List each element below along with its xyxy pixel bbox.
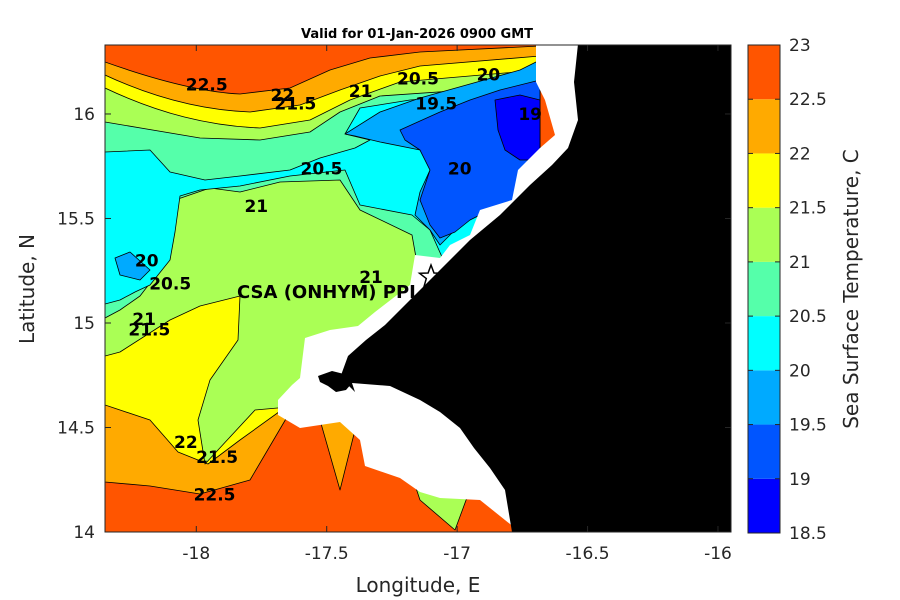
site-label: CSA (ONHYM) PPL EB <box>237 282 453 303</box>
colorbar-tick-label: 21 <box>789 253 811 273</box>
x-tick-label: -16.5 <box>566 544 610 564</box>
y-tick-label: 15.5 <box>57 209 95 229</box>
contour-label: 21.5 <box>128 320 170 340</box>
x-axis-label: Longitude, E <box>356 573 481 597</box>
contour-label: 22.5 <box>186 76 228 96</box>
colorbar: 18.5 19 19.5 20 20.5 21 21.5 22 22.5 23 <box>748 36 827 544</box>
colorbar-swatch <box>748 478 780 533</box>
figure-title: Valid for 01-Jan-2026 0900 GMT <box>301 27 533 42</box>
contour-label: 21 <box>359 268 383 288</box>
y-tick-label: 14 <box>73 523 95 543</box>
contour-label: 20.5 <box>397 69 439 89</box>
colorbar-swatch <box>748 370 780 425</box>
contour-label: 22 <box>174 433 198 453</box>
colorbar-swatch <box>748 424 780 479</box>
contour-label: 21.5 <box>196 448 238 468</box>
colorbar-tick-label: 22.5 <box>789 90 827 110</box>
colorbar-tick-label: 18.5 <box>789 524 827 544</box>
contour-label: 20 <box>448 159 472 179</box>
contour-label: 21.5 <box>274 95 316 115</box>
contour-label: 20 <box>135 251 159 271</box>
contour-label: 22 <box>271 86 295 106</box>
contour-label: 21 <box>244 197 268 217</box>
colorbar-tick-label: 19.5 <box>789 416 827 436</box>
x-tick-label: -16 <box>704 544 732 564</box>
contour-label: 19 <box>518 105 542 125</box>
cap-vert-peninsula <box>318 371 352 392</box>
colorbar-swatch <box>748 153 780 208</box>
colorbar-swatch <box>748 261 780 317</box>
y-tick-label: 16 <box>73 105 95 125</box>
contour-label: 21 <box>349 82 373 102</box>
y-tick-label: 15 <box>73 314 95 334</box>
colorbar-tick-label: 21.5 <box>789 199 827 219</box>
colorbar-box <box>747 44 781 534</box>
map-area[interactable] <box>100 40 740 540</box>
contour-label: 19.5 <box>415 95 457 115</box>
land-mass <box>340 45 731 532</box>
x-tick-label: -18 <box>182 544 210 564</box>
x-tick-label: -17.5 <box>305 544 349 564</box>
y-axis: 14 14.5 15 15.5 16 <box>57 105 731 543</box>
colorbar-tick-label: 20.5 <box>789 307 827 327</box>
contour-label: 22.5 <box>194 485 236 505</box>
star-icon[interactable] <box>417 262 445 289</box>
contour-label: 21 <box>132 310 156 330</box>
axes-box <box>104 44 732 533</box>
contour-label: 20.5 <box>149 274 191 294</box>
colorbar-tick-label: 20 <box>789 361 811 381</box>
colorbar-swatch <box>748 45 780 100</box>
colorbar-swatch <box>748 99 780 154</box>
colorbar-swatch <box>748 207 780 262</box>
x-tick-label: -17 <box>443 544 471 564</box>
colorbar-tick-label: 19 <box>789 470 811 490</box>
colorbar-label: Sea Surface Temperature, C <box>839 149 863 429</box>
colorbar-swatch <box>748 316 780 371</box>
contour-label: 20 <box>477 65 501 85</box>
colorbar-tick-label: 22 <box>789 144 811 164</box>
colorbar-tick-label: 23 <box>789 36 811 56</box>
y-tick-label: 14.5 <box>57 418 95 438</box>
x-axis: -18 -17.5 -17 -16.5 -16 <box>182 45 732 564</box>
contour-label: 20.5 <box>301 159 343 179</box>
y-axis-label: Latitude, N <box>15 234 39 344</box>
site[interactable]: CSA (ONHYM) PPL EB <box>237 262 453 303</box>
